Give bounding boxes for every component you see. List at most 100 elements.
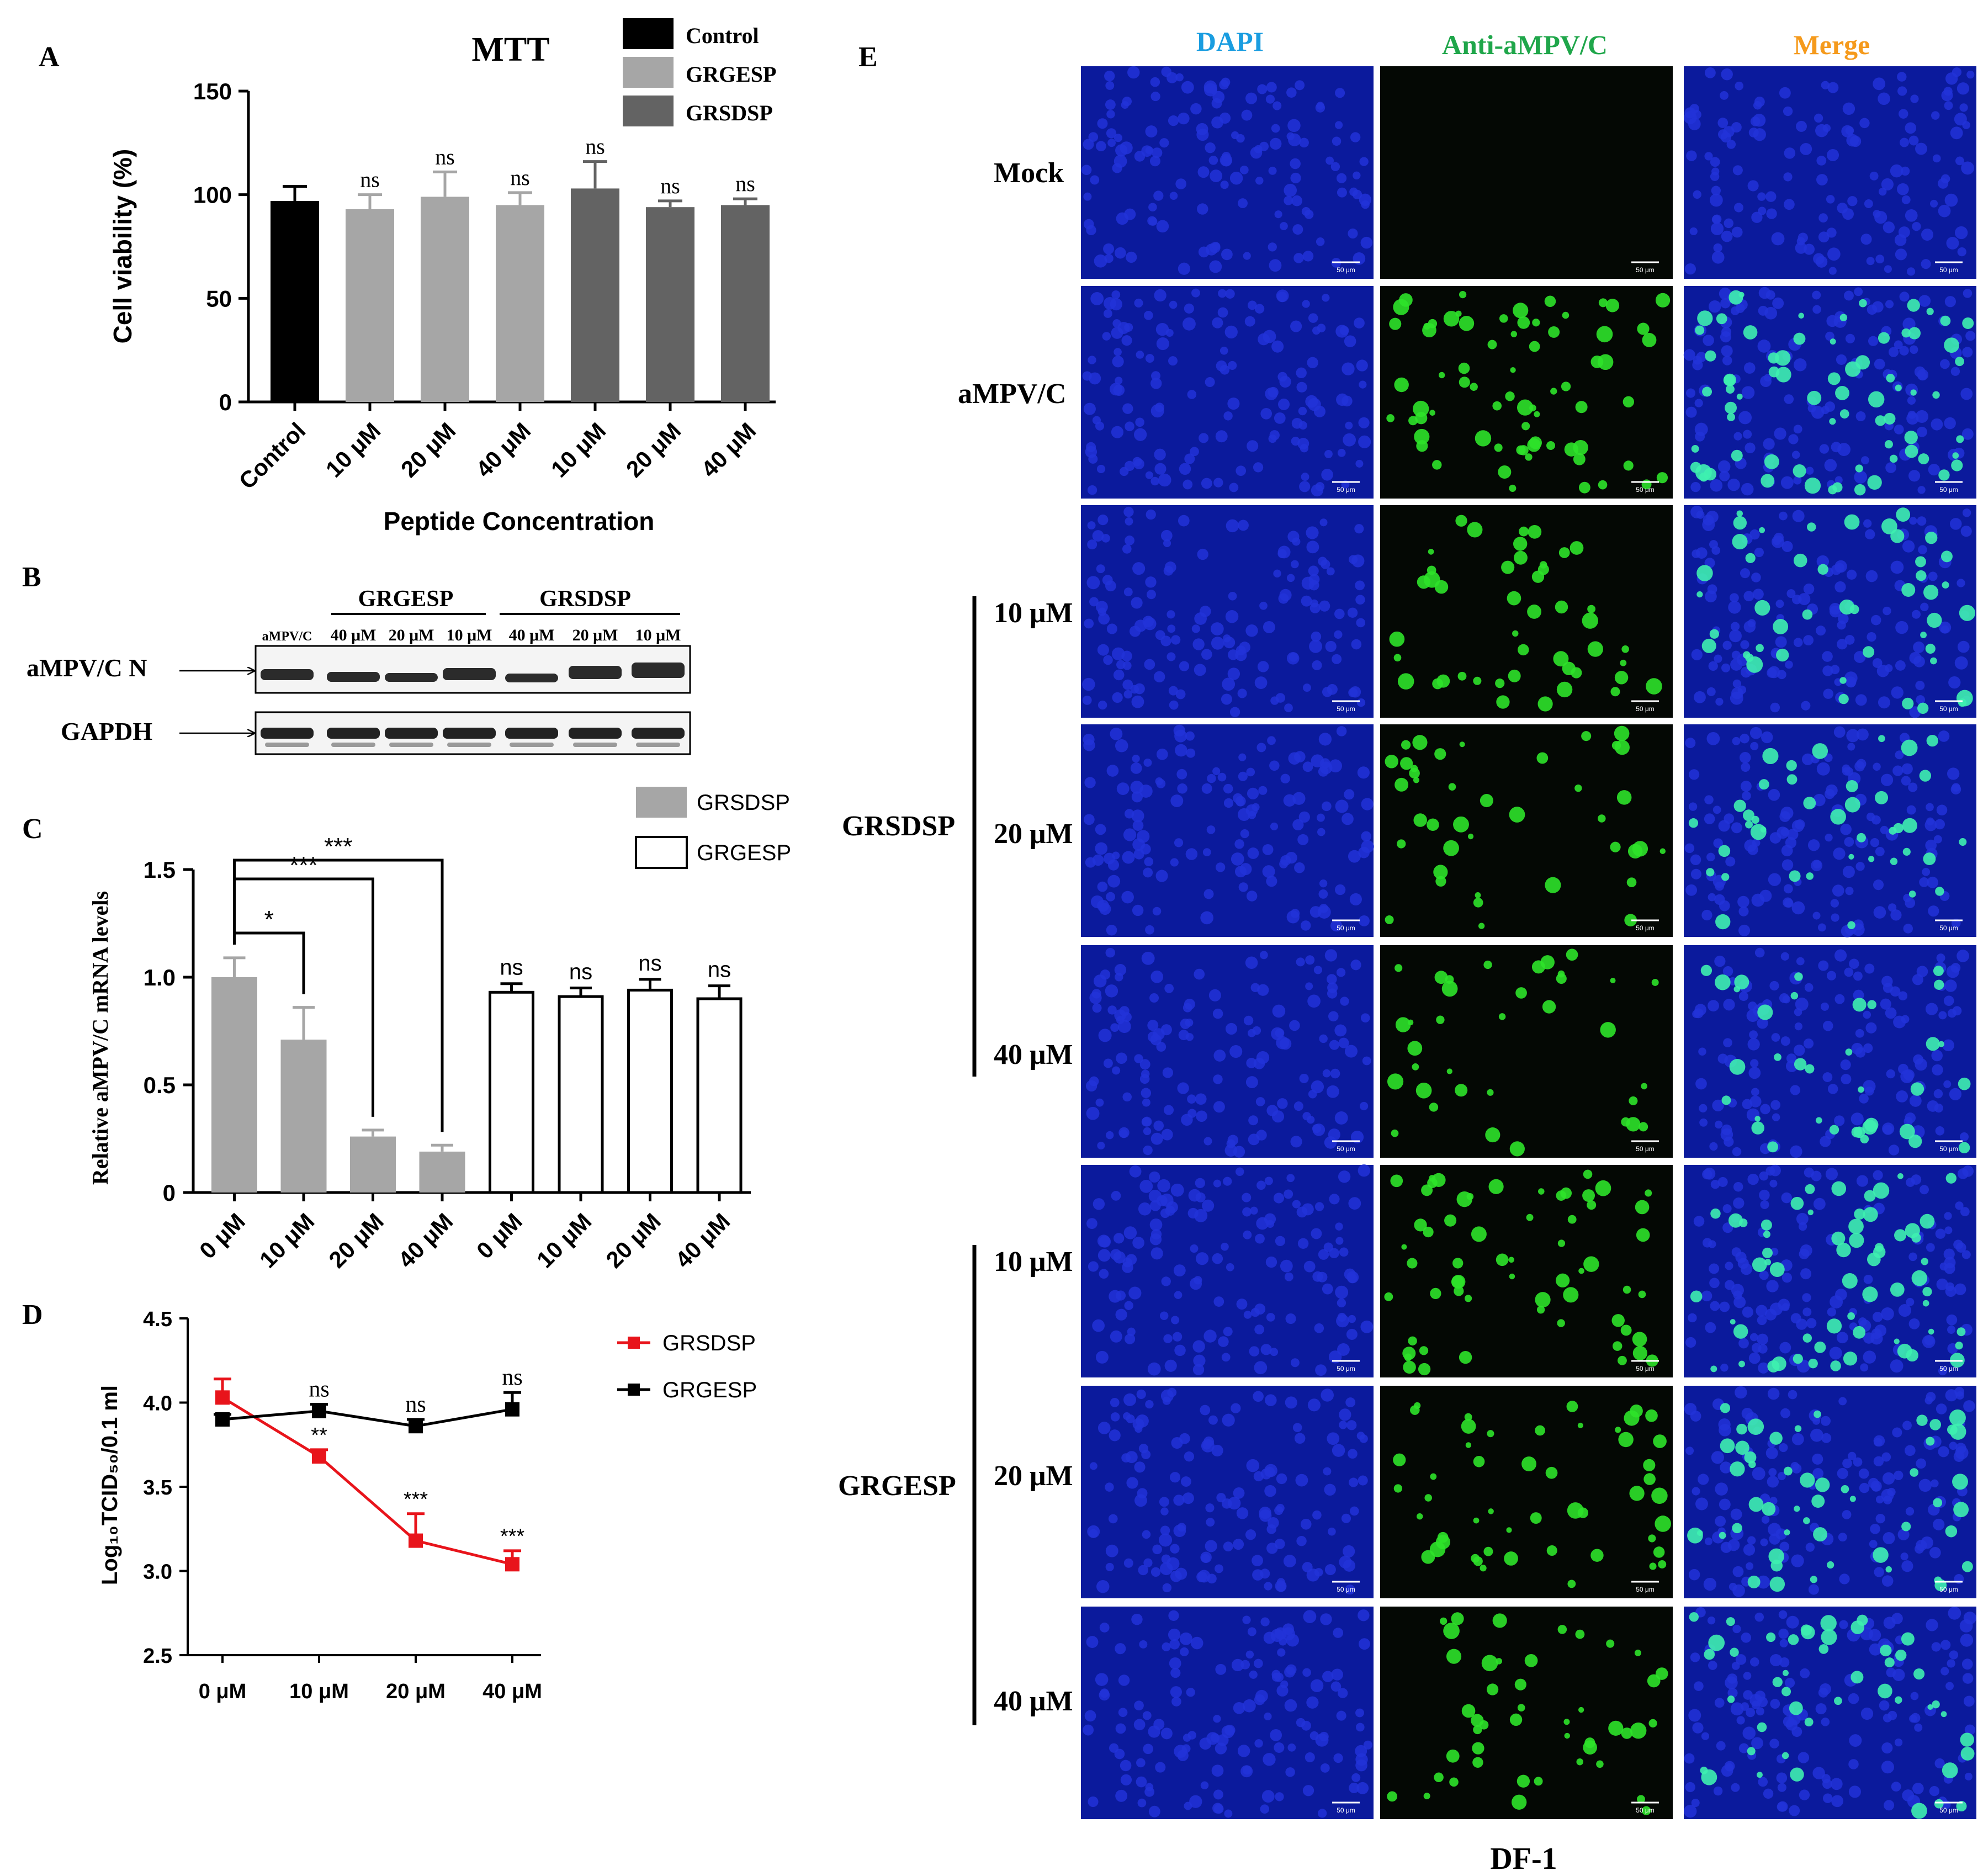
nucleus — [1115, 247, 1126, 259]
nucleus — [1113, 384, 1125, 396]
infected-cell — [1408, 1336, 1417, 1346]
nucleus — [1273, 569, 1281, 577]
nucleus — [1122, 544, 1132, 554]
nucleus — [1170, 635, 1181, 645]
nucleus — [1114, 964, 1127, 976]
infected-cell — [1563, 1287, 1579, 1303]
nucleus — [1290, 320, 1302, 332]
nucleus — [1139, 1640, 1148, 1649]
infected-cell — [1400, 757, 1413, 770]
infected-cell — [1908, 1135, 1922, 1148]
blot-band-ampv — [505, 674, 558, 682]
nucleus — [1089, 1462, 1097, 1470]
nucleus — [1206, 1518, 1215, 1527]
nucleus — [1184, 1451, 1195, 1462]
nucleus — [1163, 1105, 1174, 1115]
nucleus — [1334, 608, 1345, 619]
nucleus — [1213, 1074, 1223, 1084]
nucleus — [1169, 1657, 1181, 1670]
nucleus — [1837, 203, 1848, 214]
chart-c-bar — [489, 990, 534, 1194]
nucleus — [1210, 169, 1223, 183]
chart-c-significance: ns — [638, 951, 661, 976]
nucleus — [1936, 804, 1948, 816]
nucleus — [1766, 208, 1777, 219]
infected-cell — [1839, 677, 1847, 684]
nucleus — [1334, 121, 1343, 129]
infected-cell — [1655, 1515, 1671, 1532]
infected-cell — [1387, 1073, 1404, 1090]
nucleus — [1909, 651, 1922, 664]
nucleus — [1698, 1474, 1709, 1485]
nucleus — [1285, 851, 1297, 864]
nucleus — [1955, 1201, 1964, 1210]
infected-cell — [1859, 299, 1867, 308]
infected-cell — [1653, 1546, 1665, 1558]
nucleus — [1752, 589, 1764, 600]
chart-a-bar — [721, 205, 770, 402]
nucleus — [1190, 1636, 1203, 1650]
nucleus — [1151, 371, 1161, 381]
infected-cell — [1643, 1473, 1656, 1485]
infected-cell — [1641, 1083, 1647, 1090]
row-label: 10 μM — [994, 1246, 1073, 1278]
chart-c-significance: ns — [500, 956, 523, 980]
nucleus — [1902, 317, 1916, 331]
infected-cell — [1658, 1560, 1667, 1568]
infected-cell — [1767, 1141, 1778, 1153]
infected-cell — [1455, 1084, 1468, 1097]
nucleus — [1213, 478, 1223, 487]
nucleus — [1307, 1398, 1321, 1412]
infected-cell — [1701, 1769, 1717, 1785]
nucleus — [1897, 86, 1907, 96]
nucleus — [1838, 1533, 1847, 1542]
nucleus — [1721, 663, 1731, 672]
infected-cell — [1695, 325, 1705, 335]
nucleus — [1699, 1104, 1708, 1112]
nucleus — [1294, 862, 1305, 873]
infected-cell — [1934, 1799, 1944, 1809]
infected-cell — [1513, 537, 1528, 551]
nucleus — [1335, 1285, 1349, 1299]
nucleus — [1945, 1389, 1958, 1402]
nucleus — [1123, 1558, 1133, 1568]
nucleus — [1760, 1104, 1770, 1115]
nucleus — [1805, 1543, 1815, 1552]
nucleus — [1201, 1554, 1211, 1563]
nucleus — [1177, 783, 1187, 794]
nucleus — [1848, 1759, 1859, 1769]
infected-cell — [1616, 790, 1632, 805]
nucleus — [1361, 831, 1371, 842]
nucleus — [1343, 1545, 1355, 1558]
nucleus — [1690, 854, 1701, 866]
nucleus — [1247, 300, 1257, 310]
chart-a-x-tick-label: 10 μM — [321, 417, 385, 482]
nucleus — [1717, 1177, 1728, 1187]
nucleus — [1347, 607, 1358, 618]
nucleus — [1750, 1059, 1759, 1068]
nucleus — [1285, 1313, 1296, 1324]
nucleus — [1756, 1707, 1764, 1716]
nucleus — [1953, 1239, 1963, 1250]
nucleus — [1739, 751, 1751, 764]
infected-cell — [1492, 401, 1502, 411]
nucleus — [1741, 386, 1755, 399]
infected-cell — [1492, 1613, 1507, 1628]
nucleus — [1168, 1610, 1179, 1621]
nucleus — [1747, 844, 1758, 855]
nucleus — [1190, 103, 1202, 115]
nucleus — [1926, 817, 1934, 826]
infected-cell — [1798, 312, 1805, 319]
nucleus — [1161, 529, 1173, 542]
nucleus — [1123, 587, 1133, 597]
nucleus — [1936, 1278, 1948, 1290]
nucleus — [1751, 1343, 1762, 1353]
nucleus — [1944, 101, 1953, 110]
infected-cell — [1645, 1409, 1658, 1422]
nucleus — [1883, 1617, 1896, 1629]
nucleus — [1270, 1729, 1282, 1741]
nucleus — [1813, 253, 1825, 265]
nucleus — [1276, 292, 1287, 303]
nucleus — [1225, 289, 1235, 299]
nucleus — [1185, 1033, 1194, 1041]
